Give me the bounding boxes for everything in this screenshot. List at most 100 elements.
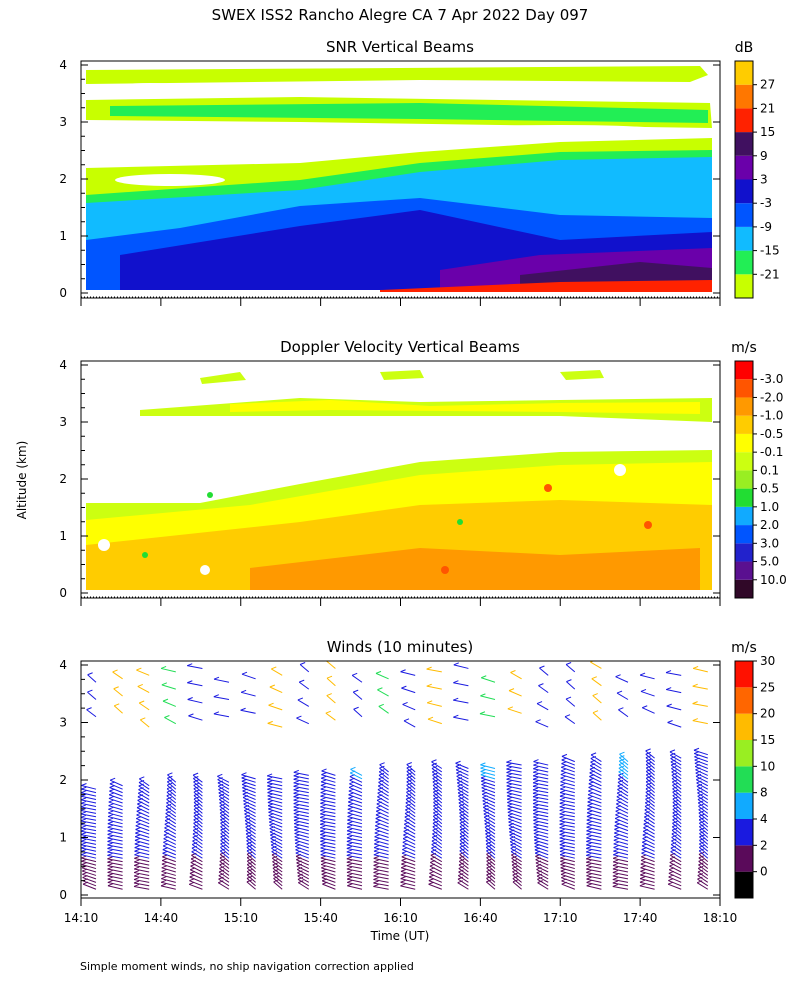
wind-barb-flag xyxy=(299,662,306,665)
wind-barb xyxy=(267,778,283,783)
wind-barb xyxy=(692,720,708,725)
wind-barb xyxy=(698,809,709,818)
wind-barb xyxy=(618,760,629,769)
wind-barb-flag xyxy=(352,672,358,676)
wind-barb-flag xyxy=(586,866,592,870)
wind-barb-flag xyxy=(559,814,565,818)
wind-barb xyxy=(193,808,203,818)
wind-barb-flag xyxy=(218,787,224,790)
wind-barb xyxy=(107,875,123,880)
dop-colorbar-swatch-9 xyxy=(735,415,753,434)
wind-barb-flag xyxy=(107,859,113,863)
wind-colorbar-label-5: 15 xyxy=(760,733,775,747)
wind-barb xyxy=(374,832,389,838)
wind-barb xyxy=(615,810,629,818)
wind-barb xyxy=(591,678,602,687)
wind-barb xyxy=(136,810,150,818)
wind-barb-flag xyxy=(133,884,140,887)
wind-barb xyxy=(668,869,682,876)
wind-barb xyxy=(219,853,230,863)
wind-barb-flag xyxy=(219,865,225,869)
wind-ytick-label-0: 0 xyxy=(59,888,67,902)
snr-panel-title: SNR Vertical Beams xyxy=(326,38,474,56)
wind-barb xyxy=(134,861,150,866)
wind-barb xyxy=(427,702,442,707)
wind-barb-flag xyxy=(667,720,673,723)
wind-barb xyxy=(645,774,655,783)
snr-colorbar-swatch-3 xyxy=(735,203,753,227)
wind-barb xyxy=(378,778,389,787)
wind-barb xyxy=(645,788,655,797)
wind-barb-flag xyxy=(692,665,699,669)
wind-barb xyxy=(320,802,336,807)
time-tick-label-5: 16:40 xyxy=(463,911,498,925)
wind-barb xyxy=(87,674,97,683)
doppler-3km-yellow xyxy=(230,400,700,414)
wind-barb xyxy=(483,816,496,825)
wind-barb xyxy=(374,836,389,842)
wind-barb-flag xyxy=(293,794,299,798)
wind-barb xyxy=(645,770,655,780)
wind-barb xyxy=(431,836,443,845)
wind-barb xyxy=(430,862,443,869)
wind-barb-flag xyxy=(533,762,539,766)
wind-barb-flag xyxy=(81,858,87,862)
wind-barb xyxy=(560,770,575,776)
wind-barb-flag xyxy=(373,866,379,870)
wind-barb-flag xyxy=(615,674,621,678)
wind-barb xyxy=(190,862,203,869)
wind-barb-flag xyxy=(400,879,406,883)
wind-barb xyxy=(533,768,549,773)
wind-barb xyxy=(81,785,97,790)
wind-barb xyxy=(349,776,363,783)
wind-colorbar-swatch-1 xyxy=(735,845,753,872)
wind-barb-flag xyxy=(532,783,539,787)
wind-barb xyxy=(246,840,256,849)
wind-barb-flag xyxy=(612,884,619,887)
wind-barb-flag xyxy=(107,835,113,839)
wind-barb xyxy=(616,796,629,804)
wind-barb xyxy=(270,834,283,842)
wind-barb xyxy=(698,857,709,866)
wind-barb xyxy=(377,796,389,804)
wind-barb-flag xyxy=(187,663,193,667)
wind-barb xyxy=(193,798,203,807)
wind-barb xyxy=(246,850,256,859)
wind-barb xyxy=(506,788,522,794)
wind-barb xyxy=(511,854,522,863)
wind-barb xyxy=(406,764,416,773)
wind-barb xyxy=(81,827,97,832)
wind-barb xyxy=(107,868,123,873)
wind-barb-flag xyxy=(537,876,543,880)
wind-barb xyxy=(268,818,283,825)
wind-barb-flag xyxy=(293,811,300,815)
wind-barb xyxy=(81,834,97,838)
wind-barb-flag xyxy=(213,694,220,698)
wind-barb-flag xyxy=(697,869,704,873)
wind-barb xyxy=(272,861,283,869)
dop-colorbar-label-8: -0.5 xyxy=(760,427,783,441)
wind-barb-flag xyxy=(670,759,677,763)
doppler-gap-2 xyxy=(200,565,210,575)
wind-barb-flag xyxy=(533,769,539,773)
wind-barb xyxy=(455,766,469,773)
wind-barb-flag xyxy=(297,873,303,877)
wind-barb-flag xyxy=(457,787,464,790)
wind-barb xyxy=(697,871,709,880)
wind-barb-flag xyxy=(533,817,539,821)
wind-barb xyxy=(219,802,230,811)
wind-barb-flag xyxy=(697,790,703,794)
wind-barb-flag xyxy=(565,662,572,665)
dop-colorbar-label-1: 5.0 xyxy=(760,555,779,569)
wind-barb-flag xyxy=(400,868,407,872)
wind-barb-flag xyxy=(114,703,120,707)
wind-barb-flag xyxy=(134,834,141,838)
wind-barb-flag xyxy=(400,883,406,887)
dop-colorbar-swatch-7 xyxy=(735,452,753,471)
wind-barb-flag xyxy=(559,807,565,811)
wind-barb-flag xyxy=(458,873,464,876)
doppler-gap-1 xyxy=(98,539,110,551)
wind-barb xyxy=(193,788,203,797)
wind-barb xyxy=(293,809,309,814)
wind-barb xyxy=(108,797,123,804)
